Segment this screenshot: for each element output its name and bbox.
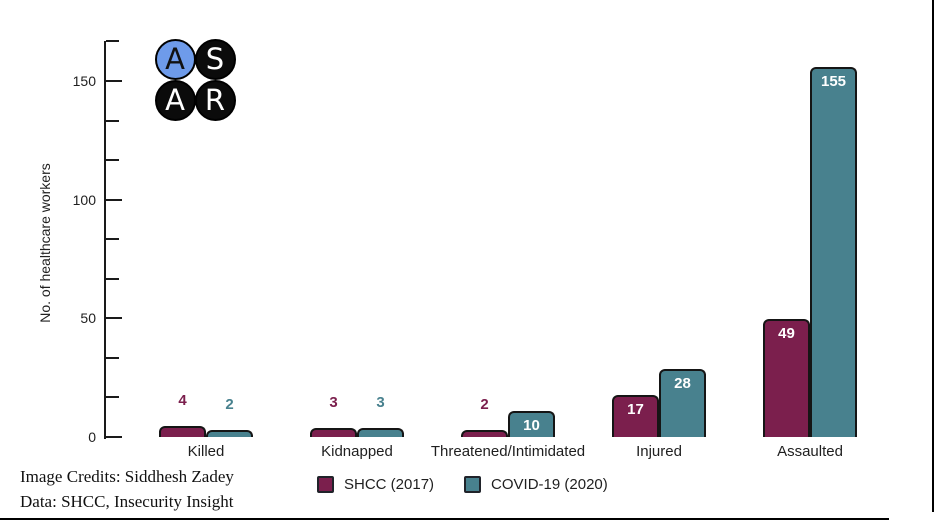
y-major-tick bbox=[106, 436, 122, 438]
legend-label: COVID-19 (2020) bbox=[491, 476, 608, 493]
footer-credits: Image Credits: Siddhesh Zadey Data: SHCC… bbox=[20, 464, 234, 514]
bar-value-label: 17 bbox=[627, 401, 644, 418]
bar-value-label: 155 bbox=[820, 73, 847, 90]
bottom-border-line bbox=[0, 518, 889, 520]
category-label: Assaulted bbox=[777, 443, 843, 460]
footer-data-source: Data: SHCC, Insecurity Insight bbox=[20, 492, 234, 511]
bar-shcc-0 bbox=[159, 426, 206, 437]
logo-circle-a: A bbox=[154, 79, 196, 121]
bar-shcc-1 bbox=[310, 428, 357, 437]
y-tick-label: 150 bbox=[72, 73, 96, 89]
legend-item: SHCC (2017) bbox=[317, 476, 434, 493]
y-minor-tick bbox=[106, 238, 119, 240]
bar-shcc-2 bbox=[461, 430, 508, 437]
y-minor-tick bbox=[106, 40, 119, 42]
y-minor-tick bbox=[106, 396, 119, 398]
category-label: Killed bbox=[187, 443, 225, 460]
logo-circle-s: S bbox=[194, 38, 236, 80]
legend-label: SHCC (2017) bbox=[344, 476, 435, 493]
bar-shcc-3 bbox=[612, 395, 659, 437]
y-axis-line bbox=[104, 41, 106, 439]
bar-covid-19-1 bbox=[357, 428, 404, 437]
category-label: Injured bbox=[636, 443, 682, 460]
y-minor-tick bbox=[106, 120, 119, 122]
logo-letter: A bbox=[165, 41, 185, 76]
logo-circle-r: R bbox=[194, 79, 236, 121]
bar-shcc-4 bbox=[763, 319, 810, 437]
bar-value-label: 28 bbox=[674, 375, 691, 392]
bar-value-label: 3 bbox=[376, 394, 385, 411]
bar-value-label: 49 bbox=[778, 325, 795, 342]
chart-legend: SHCC (2017) COVID-19 (2020) bbox=[317, 476, 608, 493]
footer-image-credits: Image Credits: Siddhesh Zadey bbox=[20, 467, 234, 486]
bar-value-label: 3 bbox=[329, 394, 338, 411]
bar-covid-19-0 bbox=[206, 430, 253, 437]
y-major-tick bbox=[106, 317, 122, 319]
y-minor-tick bbox=[106, 159, 119, 161]
legend-swatch bbox=[464, 476, 482, 493]
legend-swatch bbox=[317, 476, 334, 493]
bar-value-label: 4 bbox=[178, 392, 187, 409]
bar-value-label: 2 bbox=[225, 396, 234, 413]
y-tick-label: 100 bbox=[72, 192, 96, 208]
bar-covid-19-2 bbox=[508, 411, 555, 437]
right-border-line bbox=[932, 0, 934, 512]
y-minor-tick bbox=[106, 278, 119, 280]
y-minor-tick bbox=[106, 357, 119, 359]
legend-item: COVID-19 (2020) bbox=[464, 476, 608, 493]
y-tick-label: 50 bbox=[80, 310, 96, 326]
logo-letter: S bbox=[205, 41, 225, 76]
bar-covid-19-3 bbox=[659, 369, 706, 437]
category-label: Threatened/Intimidated bbox=[430, 443, 586, 460]
logo-letter: A bbox=[165, 82, 185, 117]
y-major-tick bbox=[106, 80, 122, 82]
logo-circle-a: A bbox=[154, 38, 196, 80]
logo-letter: R bbox=[204, 82, 226, 117]
bar-covid-19-4 bbox=[810, 67, 857, 437]
category-label: Kidnapped bbox=[321, 443, 393, 460]
bar-value-label: 10 bbox=[523, 417, 540, 434]
y-major-tick bbox=[106, 199, 122, 201]
y-tick-label: 0 bbox=[88, 429, 96, 445]
bar-value-label: 2 bbox=[480, 396, 489, 413]
